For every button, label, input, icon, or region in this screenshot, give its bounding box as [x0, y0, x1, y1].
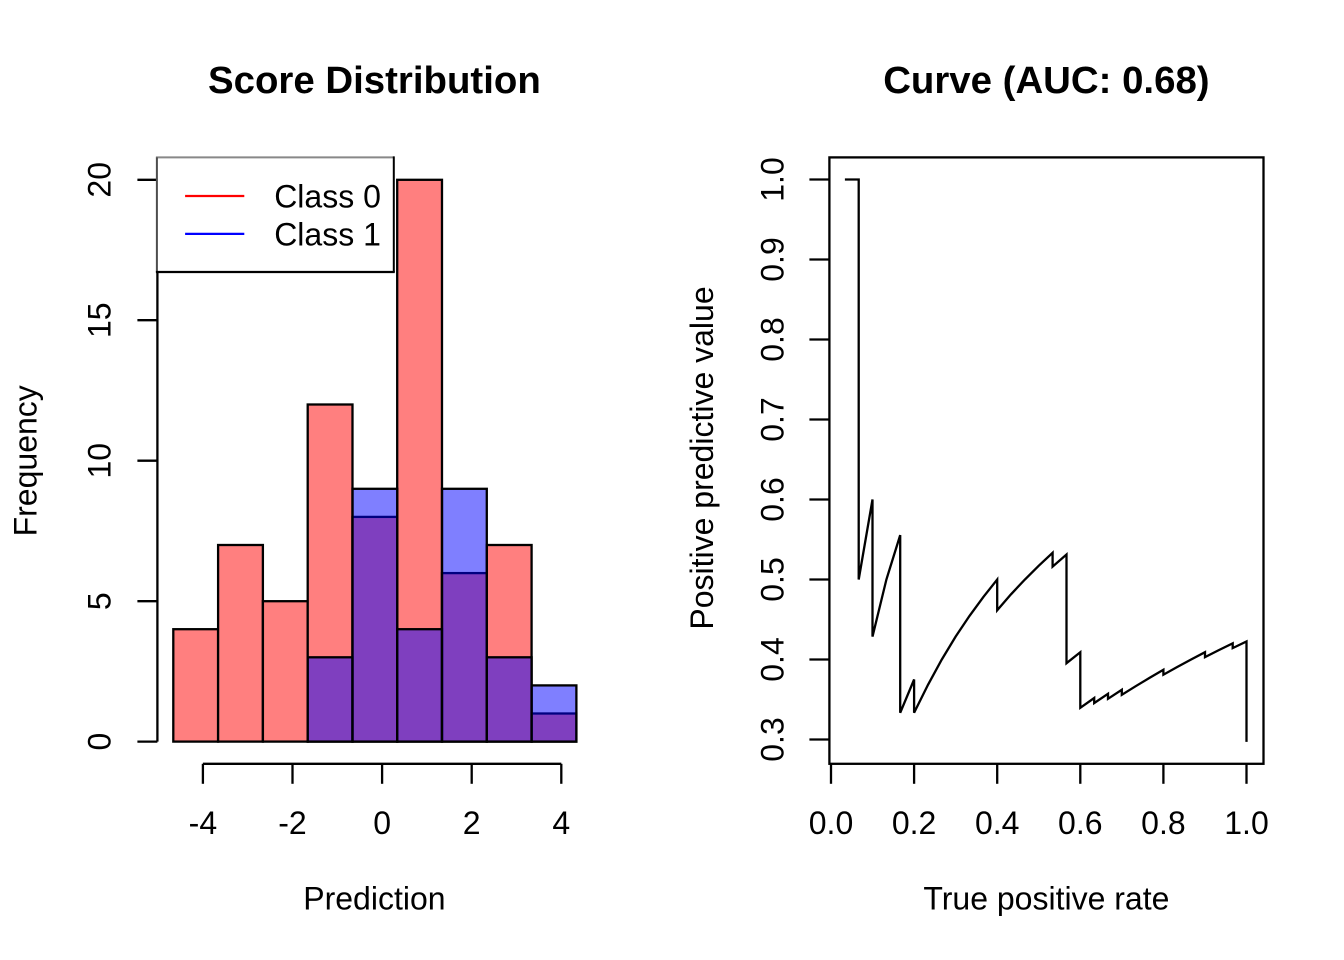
svg-text:20: 20	[82, 162, 118, 198]
svg-text:0.3: 0.3	[755, 717, 791, 761]
svg-text:0.6: 0.6	[1058, 805, 1102, 841]
svg-text:Prediction: Prediction	[303, 880, 445, 916]
svg-text:0.9: 0.9	[755, 237, 791, 281]
svg-text:1.0: 1.0	[1224, 805, 1268, 841]
svg-text:Class 1: Class 1	[274, 217, 381, 253]
svg-text:0.5: 0.5	[755, 557, 791, 601]
svg-text:Score Distribution: Score Distribution	[208, 59, 541, 102]
svg-text:0: 0	[82, 733, 118, 751]
svg-text:0.4: 0.4	[755, 637, 791, 681]
svg-text:-4: -4	[189, 805, 217, 841]
svg-text:10: 10	[82, 443, 118, 479]
svg-text:Positive predictive value: Positive predictive value	[684, 286, 720, 629]
svg-text:4: 4	[552, 805, 570, 841]
svg-text:0.8: 0.8	[1141, 805, 1185, 841]
svg-text:0.6: 0.6	[755, 477, 791, 521]
svg-text:0.0: 0.0	[809, 805, 853, 841]
svg-text:Class 0: Class 0	[274, 178, 381, 214]
svg-text:0: 0	[373, 805, 391, 841]
svg-text:2: 2	[463, 805, 481, 841]
svg-text:-2: -2	[278, 805, 306, 841]
svg-text:15: 15	[82, 302, 118, 338]
svg-text:0.7: 0.7	[755, 397, 791, 441]
svg-text:1.0: 1.0	[755, 157, 791, 201]
svg-text:True positive rate: True positive rate	[923, 880, 1169, 916]
svg-text:0.2: 0.2	[892, 805, 936, 841]
svg-text:0.8: 0.8	[755, 317, 791, 361]
svg-text:Curve (AUC: 0.68): Curve (AUC: 0.68)	[883, 59, 1209, 102]
svg-text:Frequency: Frequency	[8, 385, 44, 536]
svg-text:0.4: 0.4	[975, 805, 1019, 841]
svg-text:5: 5	[82, 592, 118, 610]
